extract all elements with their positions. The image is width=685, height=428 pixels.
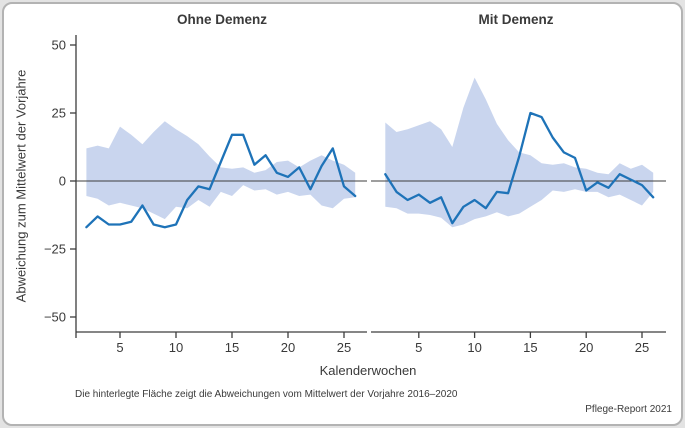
x-tick-label: 15 (225, 340, 239, 355)
x-tick-label: 25 (635, 340, 649, 355)
x-tick-label: 25 (337, 340, 351, 355)
y-tick-label: −25 (44, 242, 66, 257)
x-tick-label: 20 (281, 340, 295, 355)
y-tick-label: −50 (44, 310, 66, 325)
x-tick-label: 15 (523, 340, 537, 355)
deviation-line (384, 111, 655, 225)
y-tick-label: 25 (52, 106, 66, 121)
figure-caption: Die hinterlegte Fläche zeigt die Abweich… (75, 389, 458, 400)
x-tick-label: 5 (415, 340, 422, 355)
confidence-band (86, 121, 356, 220)
y-tick-label: 0 (59, 174, 66, 189)
x-tick-label: 10 (169, 340, 183, 355)
x-tick-label: 20 (579, 340, 593, 355)
y-tick-label: 50 (52, 38, 66, 53)
panel-title-mit-demenz: Mit Demenz (478, 12, 554, 27)
x-tick-label: 5 (116, 340, 123, 355)
x-tick-label: 10 (467, 340, 481, 355)
source-credit: Pflege-Report 2021 (585, 404, 672, 415)
x-axis-title: Kalenderwochen (319, 363, 417, 378)
deviation-line (85, 133, 357, 229)
y-axis-title: Abweichung zum Mittelwert der Vorjahre (13, 69, 29, 303)
panel-title-ohne-demenz: Ohne Demenz (176, 12, 268, 27)
